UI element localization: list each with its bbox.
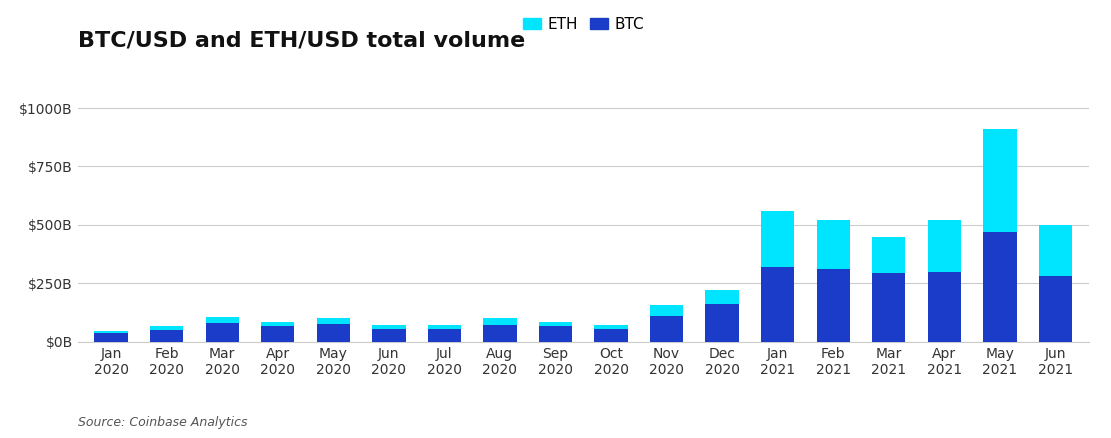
Bar — [150, 330, 183, 342]
Bar — [1039, 276, 1072, 342]
Legend: ETH, BTC: ETH, BTC — [517, 11, 650, 38]
Bar — [594, 325, 628, 329]
Bar — [539, 322, 572, 326]
Bar — [928, 272, 961, 342]
Bar — [261, 322, 294, 326]
Bar — [150, 326, 183, 330]
Bar — [372, 325, 406, 329]
Bar — [872, 237, 905, 273]
Bar — [94, 331, 128, 333]
Text: BTC/USD and ETH/USD total volume: BTC/USD and ETH/USD total volume — [78, 31, 526, 51]
Bar — [928, 220, 961, 272]
Bar — [206, 317, 239, 323]
Bar — [650, 316, 683, 342]
Bar — [539, 326, 572, 342]
Bar — [317, 318, 350, 324]
Bar — [983, 129, 1017, 232]
Bar — [483, 318, 517, 325]
Bar — [761, 267, 794, 342]
Bar — [483, 325, 517, 342]
Bar — [206, 323, 239, 342]
Bar — [817, 269, 850, 342]
Bar — [817, 220, 850, 269]
Bar — [317, 324, 350, 342]
Bar — [428, 325, 461, 329]
Bar — [761, 211, 794, 267]
Bar — [261, 326, 294, 342]
Bar — [428, 329, 461, 342]
Bar — [1039, 225, 1072, 276]
Bar — [650, 305, 683, 316]
Bar — [983, 232, 1017, 342]
Bar — [872, 273, 905, 342]
Bar — [94, 333, 128, 342]
Bar — [372, 329, 406, 342]
Bar — [594, 329, 628, 342]
Bar — [705, 290, 739, 304]
Text: Source: Coinbase Analytics: Source: Coinbase Analytics — [78, 416, 248, 429]
Bar — [705, 304, 739, 342]
